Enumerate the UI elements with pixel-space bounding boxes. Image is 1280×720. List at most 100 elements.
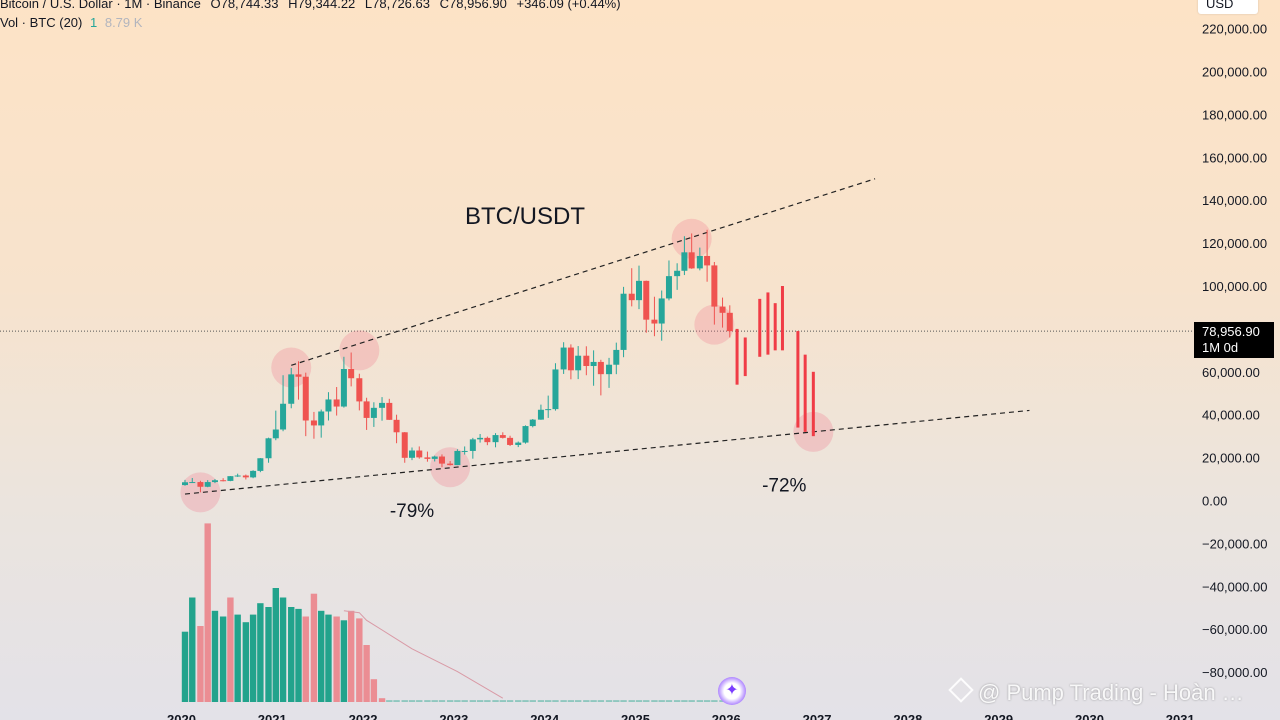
currency-label[interactable]: USD [1198, 0, 1258, 14]
candle-body [507, 437, 514, 445]
candle-body [658, 298, 665, 324]
candle-body [529, 419, 536, 427]
volume-bar [665, 700, 673, 702]
candle-body [211, 480, 218, 483]
price-tick-label: 180,000.00 [1202, 107, 1267, 122]
candle-body [348, 369, 355, 379]
time-tick-label: 2020 [167, 712, 196, 720]
volume-bar [446, 700, 454, 702]
time-tick-label: 2031 [1166, 712, 1195, 720]
annotations: -79% -72% [390, 475, 807, 522]
symbol-title[interactable]: Bitcoin / U.S. Dollar · 1M · Binance [0, 0, 201, 11]
projection-bar [743, 337, 747, 377]
volume-bar [628, 700, 635, 702]
volume-bar [681, 700, 688, 702]
candle-body [409, 450, 415, 458]
price-tick-label: 120,000.00 [1202, 236, 1267, 251]
volume-bar [484, 700, 491, 702]
volume-bar [583, 700, 590, 702]
candle-body [220, 480, 227, 482]
highlight-circle [430, 447, 471, 488]
projection-bar [766, 292, 770, 355]
volume-bar [318, 610, 325, 702]
candle-body [606, 364, 613, 375]
volume-bar [688, 700, 695, 702]
watermark: @ Pump Trading - Hoàn … [948, 677, 1244, 706]
volume-bar [272, 588, 279, 702]
candle-body [431, 456, 438, 459]
candle-body [386, 402, 393, 420]
highlight-circle [271, 347, 312, 388]
high-value: H79,344.22 [288, 0, 356, 11]
volume-bar [288, 607, 295, 702]
candle-body [590, 361, 597, 367]
sparkle-icon[interactable]: ✦ [718, 677, 746, 705]
candle-body [250, 470, 257, 478]
candle-body [726, 312, 733, 332]
candle-body [469, 439, 476, 451]
candle-body [567, 347, 574, 371]
candlesticks[interactable] [182, 229, 733, 493]
volume-indicator-label[interactable]: Vol · BTC (20) [0, 15, 83, 30]
candle-body [492, 435, 499, 443]
time-tick-label: 2025 [621, 712, 650, 720]
trendline[interactable] [291, 178, 876, 366]
volume-bar [613, 700, 620, 702]
candle-body [257, 458, 264, 471]
volume-bar [347, 610, 355, 702]
candle-body [454, 450, 461, 466]
volume-bar [506, 700, 514, 702]
candle-body [340, 369, 347, 407]
candle-countdown: 1M 0d [1202, 340, 1239, 355]
candle-body [189, 482, 196, 484]
projection-bar [803, 354, 807, 432]
volume-bar [408, 700, 416, 702]
volume-bar [529, 700, 536, 702]
volume-bar [181, 631, 189, 702]
time-tick-label: 2021 [258, 712, 287, 720]
candle-body [499, 435, 506, 438]
close-value: C78,956.90 [439, 0, 507, 11]
volume-bar [499, 700, 506, 702]
volume-bar [333, 616, 340, 702]
volume-bar [242, 622, 250, 702]
candle-body [583, 355, 590, 367]
candle-body [204, 482, 211, 487]
volume-bar [393, 700, 400, 702]
candle-body [711, 265, 718, 307]
trendlines[interactable] [184, 178, 1030, 495]
volume-bar [545, 700, 552, 702]
volume-bar [605, 700, 613, 702]
volume-bar [325, 614, 332, 702]
watermark-text: @ Pump Trading - Hoàn … [978, 680, 1244, 705]
trendline[interactable] [184, 409, 1030, 495]
time-tick-label: 2030 [1075, 712, 1104, 720]
projection-bar [758, 298, 762, 357]
volume-bar [438, 700, 446, 702]
volume-bar [658, 700, 665, 702]
candle-body [461, 450, 468, 452]
price-tick-label: 220,000.00 [1202, 22, 1267, 37]
projection-bar [811, 371, 815, 437]
volume-bar [651, 700, 658, 702]
time-tick-label: 2028 [893, 712, 922, 720]
candle-body [560, 347, 567, 370]
candle-body [272, 429, 279, 439]
volume-bar [515, 700, 522, 702]
highlight-circle [339, 330, 380, 371]
candle-body [424, 457, 431, 459]
volume-bar [574, 700, 582, 702]
volume-bar [302, 616, 309, 702]
chart-title: BTC/USDT [465, 203, 585, 230]
volume-bar [219, 616, 227, 702]
volume-bar [696, 700, 704, 702]
volume-bar [211, 610, 219, 702]
time-axis[interactable]: 2020 2021 2022 2023 2024 2025 2026 2027 2028 2029… [167, 712, 1195, 720]
price-tick-label: 140,000.00 [1202, 193, 1267, 208]
candle-body [537, 409, 544, 420]
price-tick-label: 40,000.00 [1202, 408, 1260, 423]
volume-bar [469, 700, 477, 702]
candle-body [242, 475, 249, 478]
volume-bar [204, 523, 211, 702]
